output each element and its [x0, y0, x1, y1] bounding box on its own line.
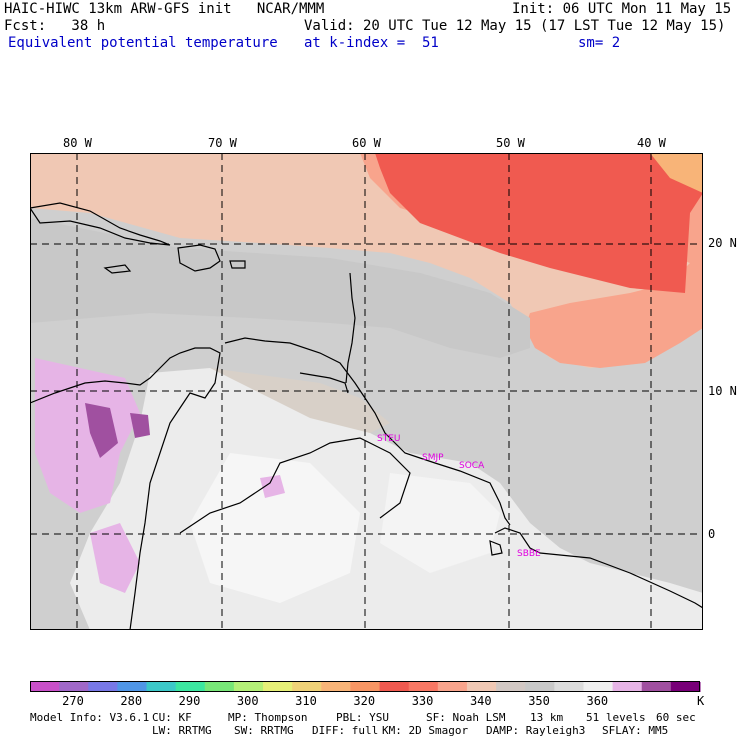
- colorbar-swatch: [408, 682, 439, 692]
- colorbar-tick-label: 320: [353, 694, 376, 708]
- lon-label-40w: 40 W: [637, 136, 666, 150]
- lilac-speck: [260, 475, 285, 498]
- smoothing-info: sm= 2: [578, 35, 621, 51]
- lat-label-0: 0: [708, 527, 716, 541]
- tan-top-left: [30, 153, 360, 183]
- purple-patch: [85, 403, 118, 458]
- colorbar-swatch: [350, 682, 381, 692]
- colorbar-tick-label: 280: [120, 694, 143, 708]
- colorbar-swatch: [59, 682, 89, 692]
- station-sbbe: SBBE: [517, 549, 541, 559]
- footer-damp: DAMP: Rayleigh3: [486, 724, 586, 737]
- footer-sf: SF: Noah LSM: [426, 711, 506, 724]
- tan-patch: [210, 368, 390, 438]
- colorbar-swatch: [670, 682, 701, 692]
- colorbar-swatch: [88, 682, 118, 692]
- colorbar-swatch: [292, 682, 322, 692]
- colorbar-swatch: [30, 682, 60, 692]
- colorbar-tick-label: 340: [469, 694, 492, 708]
- lilac-south: [90, 523, 140, 593]
- colorbar-swatch: [525, 682, 555, 692]
- station-steu: STEU: [377, 434, 400, 444]
- land-white: [190, 453, 360, 603]
- footer-pbl: PBL: YSU: [336, 711, 389, 724]
- colorbar-swatch: [496, 682, 526, 692]
- red-region: [375, 153, 703, 293]
- colorbar-tick-label: 270: [62, 694, 84, 708]
- graticule: [30, 153, 703, 630]
- footer-lw: LW: RRTMG: [152, 724, 212, 737]
- footer-grid: 13 km: [530, 711, 564, 724]
- station-soca: SOCA: [459, 461, 485, 471]
- lon-label-70w: 70 W: [208, 136, 237, 150]
- colorbar-swatch: [583, 682, 614, 692]
- footer-sw: SW: RRTMG: [234, 724, 294, 737]
- colorbar-swatch: [175, 682, 206, 692]
- valid-time: Valid: 20 UTC Tue 12 May 15 (17 LST Tue …: [304, 18, 726, 34]
- footer-cu: CU: KF: [152, 711, 192, 724]
- colorbar-swatch: [204, 682, 235, 692]
- map-frame: [30, 153, 703, 630]
- guiana-white: [380, 473, 500, 573]
- lon-label-60w: 60 W: [352, 136, 381, 150]
- colorbar-swatch: [641, 682, 672, 692]
- lat-label-10n: 10 N: [708, 384, 737, 398]
- lat-label-20n: 20 N: [708, 236, 737, 250]
- footer-km: KM: 2D Smagor: [382, 724, 469, 737]
- level-info: at k-index = 51: [304, 35, 439, 51]
- lon-label-50w: 50 W: [496, 136, 525, 150]
- field-name: Equivalent potential temperature: [8, 35, 278, 51]
- footer-levels: 51 levels: [586, 711, 646, 724]
- footer-model-info: Model Info: V3.6.1: [30, 711, 150, 724]
- colorbar-tick-label: 330: [411, 694, 434, 708]
- colorbar-swatch: [437, 682, 468, 692]
- colorbar-swatch: [379, 682, 410, 692]
- forecast-hour: Fcst: 38 h: [4, 18, 106, 34]
- coastlines: [30, 202, 703, 630]
- colorbar-swatch: [466, 682, 497, 692]
- colorbar: [30, 681, 701, 692]
- colorbar-swatch: [554, 682, 584, 692]
- init-time: Init: 06 UTC Mon 11 May 15: [512, 1, 732, 17]
- purple-patch-2: [130, 413, 150, 438]
- colorbar-tick-label: 310: [295, 694, 317, 708]
- orange-corner: [650, 153, 703, 193]
- colorbar-tick-label: 360: [586, 694, 609, 708]
- colorbar-swatches: [30, 682, 701, 692]
- lon-label-80w: 80 W: [63, 136, 92, 150]
- colorbar-frame: [30, 681, 700, 692]
- colorbar-tick-label: 350: [528, 694, 550, 708]
- colorbar-swatch: [321, 682, 351, 692]
- colorbar-swatch: [146, 682, 177, 692]
- footer-timestep: 60 sec: [656, 711, 696, 724]
- footer-mp: MP: Thompson: [228, 711, 308, 724]
- lilac-region: [35, 358, 140, 513]
- grey-belt: [30, 218, 530, 358]
- colorbar-tick-label: 300: [236, 694, 259, 708]
- footer-diff: DIFF: full: [312, 724, 379, 737]
- colorbar-unit: K: [697, 694, 705, 708]
- colorbar-swatch: [233, 682, 264, 692]
- colorbar-swatch: [117, 682, 148, 692]
- footer-sflay: SFLAY: MM5: [602, 724, 669, 737]
- plot-title: HAIC-HIWC 13km ARW-GFS init NCAR/MMM: [4, 1, 325, 17]
- station-smjp: SMJP: [422, 453, 444, 463]
- colorbar-swatch: [612, 682, 643, 692]
- theta-e-map: STEU SMJP SOCA SBBE: [30, 153, 703, 630]
- colorbar-tick-label: 290: [178, 694, 201, 708]
- colorbar-swatch: [263, 682, 293, 692]
